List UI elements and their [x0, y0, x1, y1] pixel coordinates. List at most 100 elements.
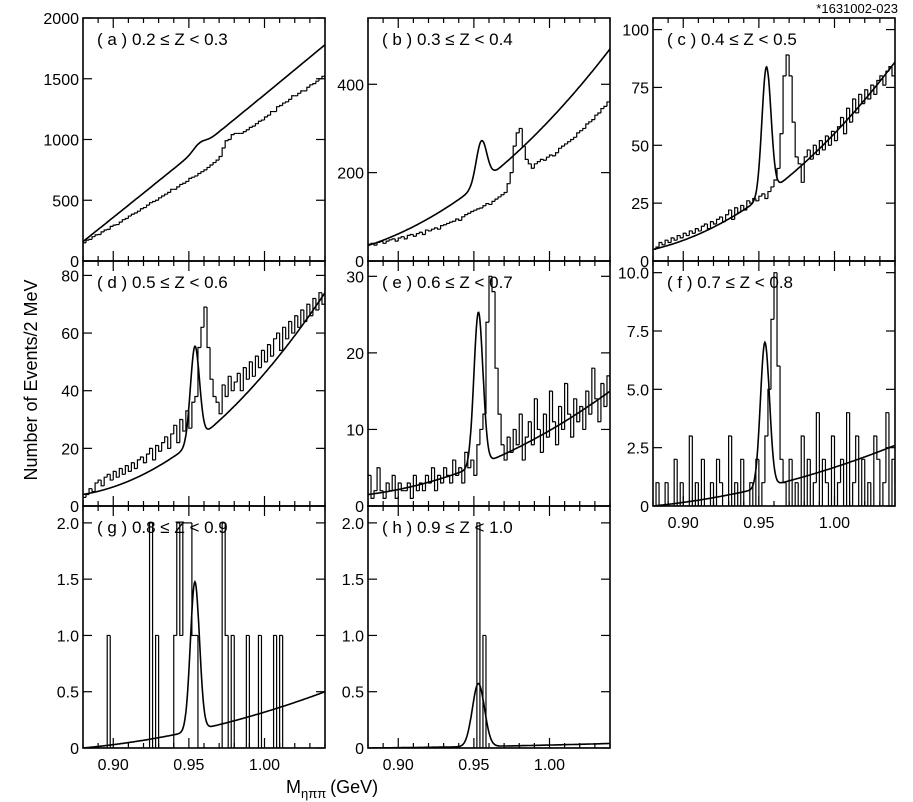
- histogram-bin: [340, 64, 343, 66]
- histogram-bin: [83, 242, 87, 261]
- histogram-bin: [224, 522, 229, 637]
- histogram-bin: [182, 419, 186, 432]
- histogram-bin: [361, 50, 364, 52]
- histogram-bin: [312, 83, 316, 85]
- histogram-bin: [385, 482, 390, 499]
- y-tick-label: 20: [346, 346, 364, 363]
- histogram-bin: [443, 224, 447, 226]
- histogram-bin: [703, 223, 708, 227]
- histogram-bin: [688, 435, 693, 506]
- histogram-bin: [306, 303, 310, 322]
- y-tick-label: 40: [61, 384, 79, 401]
- panel-frame: [367, 505, 611, 749]
- histogram-bin: [297, 315, 301, 328]
- histogram-bin: [809, 149, 814, 160]
- y-tick-label: 0: [70, 254, 79, 271]
- histogram-bin: [334, 68, 337, 70]
- histogram-bin: [655, 49, 658, 53]
- histogram-bin: [382, 241, 387, 244]
- histogram-bin: [643, 64, 646, 66]
- histogram-bin: [248, 126, 253, 130]
- histogram-bin: [728, 209, 732, 215]
- histogram-bin: [260, 635, 265, 748]
- histogram-bin: [564, 143, 568, 147]
- histogram-bin: [904, 53, 907, 67]
- histogram-bin: [667, 482, 672, 506]
- histogram-bin: [664, 239, 669, 245]
- histogram-bin: [200, 326, 204, 348]
- histogram-bin: [473, 209, 477, 212]
- histogram-bin: [297, 92, 301, 96]
- histogram-bin: [161, 441, 165, 452]
- histogram-bin: [194, 175, 198, 178]
- histogram-bin: [597, 112, 601, 116]
- histogram-bin: [785, 54, 790, 76]
- histogram-bin: [800, 163, 805, 183]
- histogram-bin: [679, 235, 684, 239]
- histogram-bin: [394, 238, 399, 242]
- histogram-bin: [233, 381, 238, 391]
- histogram-bin: [539, 429, 544, 454]
- fit-curve: [83, 579, 325, 748]
- panel-3: 0 20 40 60 80 ( d ) 0.5 ≤ Z < 0.6: [61, 260, 355, 516]
- histogram-bin: [376, 467, 381, 491]
- histogram-bin: [370, 475, 375, 499]
- histogram-bin: [388, 239, 393, 242]
- histogram-bin: [518, 413, 523, 445]
- histogram-bin: [661, 42, 664, 46]
- histogram-bin: [148, 447, 153, 455]
- histogram-bin: [533, 163, 538, 169]
- histogram-bin: [182, 522, 186, 636]
- histogram-bin: [715, 458, 720, 506]
- y-tick-label: 2.0: [342, 516, 364, 533]
- y-tick-label: 500: [52, 193, 79, 210]
- histogram-bin: [233, 635, 238, 748]
- histogram-bin: [245, 367, 250, 380]
- histogram-bin: [318, 292, 322, 310]
- histogram-bin: [479, 428, 483, 445]
- histogram-bin: [800, 435, 805, 506]
- histogram-bin: [773, 272, 778, 320]
- histogram-bin: [542, 413, 547, 453]
- histogram-bin: [300, 90, 304, 94]
- histogram-bin: [115, 223, 120, 226]
- histogram-bin: [230, 634, 235, 748]
- histogram-bin: [203, 169, 208, 172]
- histogram-bin: [591, 119, 595, 122]
- histogram-bin: [91, 236, 96, 240]
- y-tick-label: 100: [622, 23, 649, 40]
- histogram-bin: [791, 75, 796, 123]
- histogram-bin: [145, 453, 150, 463]
- histogram-bin: [734, 482, 738, 506]
- histogram-bin: [415, 475, 420, 492]
- histogram-bin: [221, 147, 226, 157]
- histogram-bin: [331, 281, 334, 298]
- histogram-bin: [715, 218, 720, 224]
- histogram-bin: [427, 230, 432, 232]
- histogram-bin: [200, 171, 204, 174]
- histogram-bin: [352, 296, 355, 305]
- panel-label: ( h ) 0.9 ≤ Z < 1.0: [382, 518, 513, 537]
- histogram-bin: [876, 79, 880, 95]
- histogram-bin: [882, 482, 886, 506]
- histogram-bin: [485, 635, 489, 748]
- histogram-bin: [491, 276, 496, 293]
- histogram-bin: [616, 93, 619, 95]
- histogram-bin: [167, 191, 171, 195]
- histogram-bin: [188, 177, 192, 182]
- histogram-bin: [394, 475, 399, 499]
- panel-label: ( c ) 0.4 ≤ Z < 0.5: [667, 30, 797, 49]
- histogram-bin: [603, 383, 607, 408]
- histogram-bin: [412, 234, 417, 237]
- y-tick-label: 5.0: [627, 382, 649, 399]
- histogram-bin: [191, 522, 195, 637]
- x-tick-label: 0.90: [98, 757, 129, 774]
- histogram-bin: [206, 166, 211, 170]
- histogram-bin: [870, 84, 874, 99]
- histogram-bin: [570, 138, 574, 142]
- y-tick-label: 200: [337, 166, 364, 183]
- x-axis-label: Mηππ (GeV): [286, 777, 378, 801]
- histogram-bin: [245, 129, 250, 132]
- histogram-bin: [728, 435, 732, 506]
